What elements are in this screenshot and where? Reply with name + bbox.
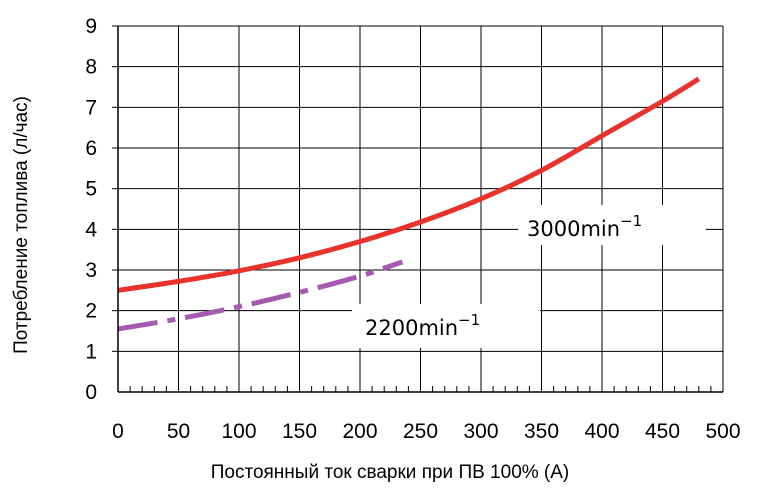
y-tick-label: 0	[85, 381, 97, 404]
series-label-3000-sup: −1	[620, 212, 642, 230]
x-tick-label: 350	[524, 420, 559, 443]
y-tick-label: 6	[85, 137, 97, 160]
y-tick-label: 3	[85, 259, 97, 282]
plot-frame	[117, 25, 724, 393]
x-tick-label: 150	[282, 420, 317, 443]
y-tick-label: 2	[85, 300, 97, 323]
series-label-3000-text: 3000min−1	[527, 212, 642, 241]
y-tick-label: 9	[85, 15, 97, 38]
series-label-2200: 2200min−1	[352, 304, 540, 348]
series-label-3000: 3000min−1	[518, 205, 706, 245]
series-line-1	[117, 259, 404, 332]
series-label-2200-bg	[352, 304, 540, 348]
x-minor-ticks	[112, 25, 712, 392]
y-tick-labels: 0 1 2 3 4 5 6 7 8 9	[85, 15, 97, 404]
series-lines	[117, 76, 701, 332]
y-tick-label: 8	[85, 56, 97, 79]
x-tick-labels: 0 50 100 150 200 250 300 350 400 450 500	[112, 420, 740, 443]
x-tick-label: 50	[167, 420, 190, 443]
x-tick-label: 200	[342, 420, 377, 443]
y-tick-label: 5	[85, 178, 97, 201]
series-label-2200-sup: −1	[458, 311, 480, 329]
x-tick-label: 300	[463, 420, 498, 443]
x-tick-label: 0	[112, 420, 124, 443]
y-tick-label: 1	[85, 340, 97, 363]
x-tick-label: 400	[584, 420, 619, 443]
x-tick-label: 450	[645, 420, 680, 443]
x-axis-title: Постоянный ток сварки при ПВ 100% (A)	[211, 462, 570, 483]
y-tick-label: 4	[85, 218, 97, 241]
y-tick-label: 7	[85, 96, 97, 119]
series-label-3000-bg	[518, 205, 706, 245]
x-tick-label: 100	[221, 420, 256, 443]
series-line-0	[117, 76, 701, 293]
y-axis-title: Потребление топлива (л/час)	[11, 96, 32, 354]
x-tick-label: 500	[705, 420, 740, 443]
x-tick-label: 250	[403, 420, 438, 443]
series-label-2200-text: 2200min−1	[365, 311, 480, 340]
